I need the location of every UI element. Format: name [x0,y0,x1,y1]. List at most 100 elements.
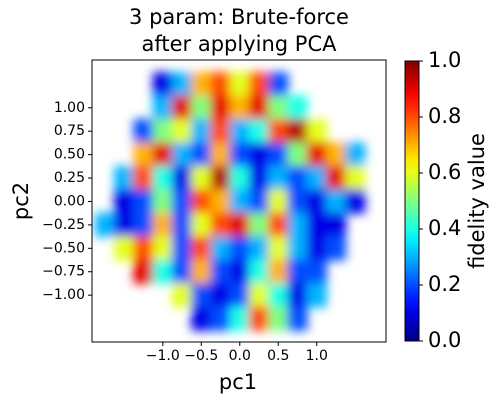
heatmap-cell [287,212,308,238]
heatmap-cell [133,165,154,191]
colorbar-tick-label: 0.2 [428,272,461,296]
heatmap-cell [133,118,154,144]
colorbar-tick-label: 1.0 [428,48,461,72]
heatmap-cell [268,118,289,144]
heatmap-cell [210,189,231,214]
heatmap-cell [325,212,347,238]
heatmap-cell [287,95,308,120]
heatmap-cell [229,212,250,238]
heatmap-cell [114,165,135,191]
heatmap-cell [171,282,193,308]
y-tick-label: −1.00 [42,287,85,303]
chart-title: after applying PCA [142,32,338,56]
chart-title: 3 param: Brute-force [129,5,349,29]
heatmap-cell [133,189,154,214]
x-tick-label: −1.0 [146,348,180,364]
heatmap-cell [210,212,231,238]
heatmap-cell [306,212,327,238]
y-tick-label: −0.75 [42,264,85,280]
heatmap-cell [152,212,173,238]
heatmap-cell [268,72,289,97]
heatmap-cell [345,165,366,191]
heatmap-cell [191,165,212,191]
heatmap-cell [171,142,193,167]
heatmap-cell [171,118,193,144]
heatmap-cell [287,306,308,331]
heatmap-cell [152,142,173,167]
heatmap-cell [345,142,366,167]
heatmap-cell [287,259,308,284]
heatmap-cell [210,165,231,191]
heatmap-cell [287,236,308,261]
heatmap-cell [306,165,327,191]
x-tick-label: 0.5 [267,348,289,364]
heatmap-cell [114,189,135,214]
heatmap-cell [287,118,308,144]
x-tick-label: −0.5 [184,348,218,364]
y-tick-label: −0.25 [42,217,85,233]
heatmap-cell [306,142,327,167]
heatmap-cell [152,189,173,214]
heatmap-cell [210,236,231,261]
heatmap-cell [191,236,212,261]
heatmap-cell [171,189,193,214]
heatmap-cell [210,95,231,120]
heatmap-cell [287,165,308,191]
heatmap-cell [171,95,193,120]
heatmap-cell [248,118,270,144]
heatmap-cell [287,189,308,214]
heatmap-cell [287,142,308,167]
heatmap-cell [191,212,212,238]
heatmap-cell [191,189,212,214]
heatmap-cell [210,259,231,284]
heatmap-cell [248,95,270,120]
heatmap-cell [229,189,250,214]
y-axis-label: pc2 [9,182,33,220]
y-tick-label: 0.25 [54,170,85,186]
heatmap-cell [229,118,250,144]
heatmap-cell [268,212,289,238]
heatmap-cell [114,236,135,261]
heatmap-cells [94,72,366,331]
heatmap-cell [268,142,289,167]
heatmap-cell [114,212,135,238]
heatmap-cell [325,165,347,191]
heatmap-cell [191,72,212,97]
heatmap-cell [248,212,270,238]
heatmap-cell [229,165,250,191]
heatmap-cell [268,282,289,308]
y-tick-label: 1.00 [54,100,85,116]
heatmap-cell [133,212,154,238]
heatmap-cell [133,259,154,284]
heatmap-cell [229,95,250,120]
heatmap-cell [248,189,270,214]
heatmap-cell [229,259,250,284]
heatmap-cell [268,306,289,331]
heatmap [94,72,366,331]
heatmap-cell [248,72,270,97]
heatmap-cell [229,236,250,261]
heatmap-cell [248,306,270,331]
x-tick-label: 0.0 [229,348,251,364]
heatmap-cell [210,118,231,144]
heatmap-cell [287,282,308,308]
heatmap-cell [191,95,212,120]
heatmap-cell [248,236,270,261]
colorbar [404,60,420,342]
heatmap-cell [152,118,173,144]
heatmap-cell [171,236,193,261]
y-tick-label: 0.50 [54,147,85,163]
heatmap-cell [325,236,347,261]
colorbar-tick-label: 0.4 [428,216,461,240]
colorbar-label: fidelity value [465,133,489,269]
heatmap-cell [248,259,270,284]
heatmap-cell [306,189,327,214]
heatmap-cell [229,142,250,167]
heatmap-cell [210,282,231,308]
heatmap-cell [94,212,116,238]
heatmap-cell [229,306,250,331]
heatmap-cell [191,118,212,144]
heatmap-cell [171,212,193,238]
heatmap-cell [171,165,193,191]
heatmap-cell [191,306,212,331]
